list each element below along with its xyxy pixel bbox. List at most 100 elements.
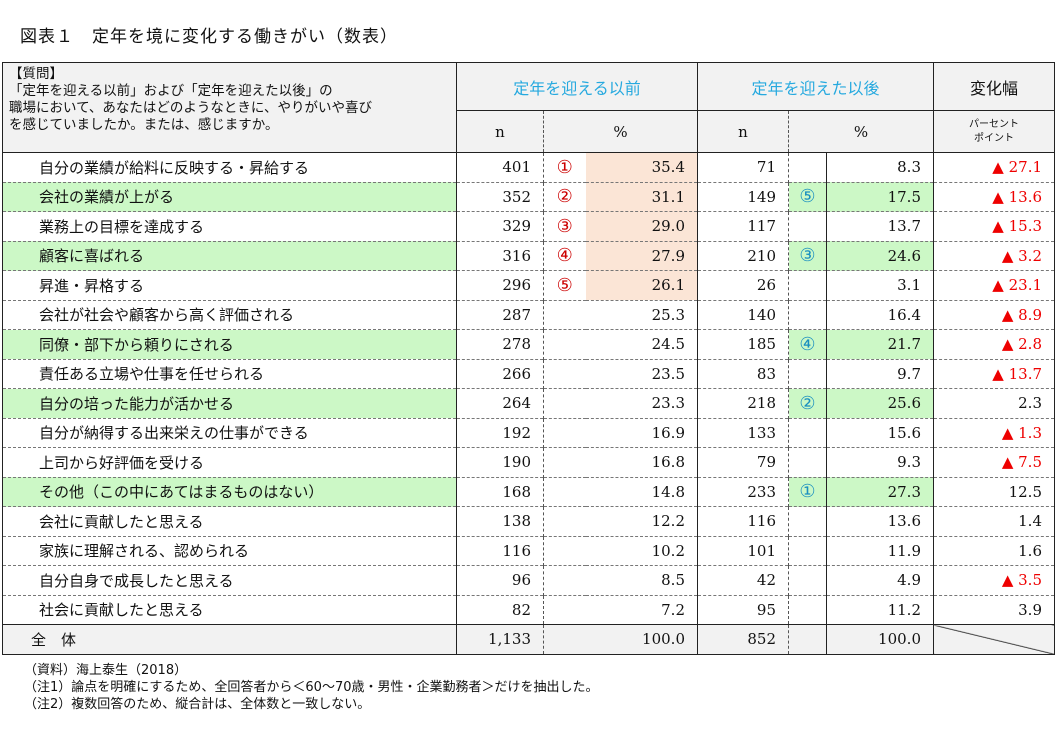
after-pct: 25.6 [826, 388, 934, 418]
table-row: 自分の培った能力が活かせる 264 23.3 218 ② 25.6 2.3 [2, 388, 1055, 418]
after-rank [788, 211, 827, 241]
after-pct: 27.3 [826, 476, 934, 507]
before-pct: 23.5 [585, 358, 698, 389]
item-label: 同僚・部下から頼りにされる [2, 329, 457, 359]
before-pct: 10.2 [585, 535, 698, 566]
before-n: 278 [456, 329, 544, 359]
before-rank: ③ [543, 211, 586, 241]
after-n: 210 [697, 240, 789, 271]
unit-line: ポイント [974, 132, 1014, 144]
after-n: 149 [697, 181, 789, 212]
before-pct: 29.0 [585, 211, 698, 241]
change-value: 12.5 [933, 476, 1055, 507]
table-row: 同僚・部下から頼りにされる 278 24.5 185 ④ 21.7 ▲ 2.8 [2, 329, 1055, 359]
before-n: 296 [456, 270, 544, 300]
item-label: 社会に貢献したと思える [2, 594, 457, 625]
empty-cell [788, 624, 827, 655]
n-header: n [456, 110, 544, 153]
before-header: 定年を迎える以前 [456, 62, 698, 111]
before-rank [543, 594, 586, 625]
after-header: 定年を迎えた以後 [697, 62, 934, 111]
after-n: 83 [697, 358, 789, 389]
before-rank [543, 447, 586, 477]
empty-cell [543, 624, 586, 655]
total-before-pct: 100.0 [585, 624, 698, 655]
after-rank: ② [788, 388, 827, 418]
notes: （資料）海上泰生（2018） （注1）論点を明確にするため、全回答者から＜60～… [24, 662, 599, 713]
item-label: 会社に貢献したと思える [2, 506, 457, 536]
change-value: 1.4 [933, 506, 1055, 536]
item-label: 自分の培った能力が活かせる [2, 388, 457, 418]
after-n: 117 [697, 211, 789, 241]
table-row: 自分の業績が給料に反映する・昇給する 401 ① 35.4 71 8.3 ▲ 27.1 [2, 152, 1055, 182]
after-n: 95 [697, 594, 789, 625]
change-value: ▲ 13.6 [933, 181, 1055, 212]
after-pct: 9.3 [826, 447, 934, 477]
change-value: ▲ 27.1 [933, 152, 1055, 182]
before-pct: 26.1 [585, 270, 698, 300]
pct-header: % [788, 110, 934, 153]
item-label: 自分の業績が給料に反映する・昇給する [2, 152, 457, 182]
before-n: 116 [456, 535, 544, 566]
item-label: 顧客に喜ばれる [2, 240, 457, 271]
table-row: 顧客に喜ばれる 316 ④ 27.9 210 ③ 24.6 ▲ 3.2 [2, 240, 1055, 271]
change-value: ▲ 3.5 [933, 565, 1055, 595]
before-n: 190 [456, 447, 544, 477]
after-n: 133 [697, 417, 789, 448]
diagonal-cell [933, 624, 1055, 655]
table-row: その他（この中にあてはまるものはない） 168 14.8 233 ① 27.3 12.5 [2, 476, 1055, 507]
after-n: 233 [697, 476, 789, 507]
before-pct: 31.1 [585, 181, 698, 212]
change-value: ▲ 3.2 [933, 240, 1055, 271]
item-label: 会社が社会や顧客から高く評価される [2, 299, 457, 330]
before-rank [543, 506, 586, 536]
table-row: 自分が納得する出来栄えの仕事ができる 192 16.9 133 15.6 ▲ 1.3 [2, 417, 1055, 448]
question-line: を感じていましたか。または、感じますか。 [9, 117, 279, 133]
before-pct: 35.4 [585, 152, 698, 182]
change-value: ▲ 2.8 [933, 329, 1055, 359]
after-rank [788, 299, 827, 330]
before-rank: ② [543, 181, 586, 212]
change-value: ▲ 8.9 [933, 299, 1055, 330]
table-row: 昇進・昇格する 296 ⑤ 26.1 26 3.1 ▲ 23.1 [2, 270, 1055, 300]
note-source: （資料）海上泰生（2018） [24, 663, 188, 678]
after-pct: 3.1 [826, 270, 934, 300]
before-n: 352 [456, 181, 544, 212]
after-pct: 4.9 [826, 565, 934, 595]
item-label: 業務上の目標を達成する [2, 211, 457, 241]
after-rank [788, 535, 827, 566]
change-value: ▲ 15.3 [933, 211, 1055, 241]
change-value: 3.9 [933, 594, 1055, 625]
after-n: 101 [697, 535, 789, 566]
before-n: 168 [456, 476, 544, 507]
before-n: 264 [456, 388, 544, 418]
after-pct: 17.5 [826, 181, 934, 212]
total-before-n: 1,133 [456, 624, 544, 655]
before-rank [543, 329, 586, 359]
table-row: 上司から好評価を受ける 190 16.8 79 9.3 ▲ 7.5 [2, 447, 1055, 477]
item-label: 昇進・昇格する [2, 270, 457, 300]
table-row: 責任ある立場や仕事を任せられる 266 23.5 83 9.7 ▲ 13.7 [2, 358, 1055, 389]
change-value: ▲ 13.7 [933, 358, 1055, 389]
item-label: 会社の業績が上がる [2, 181, 457, 212]
item-label: 自分が納得する出来栄えの仕事ができる [2, 417, 457, 448]
before-rank [543, 476, 586, 507]
after-pct: 9.7 [826, 358, 934, 389]
unit-line: パーセント [969, 118, 1019, 130]
total-label: 全 体 [2, 624, 457, 655]
after-n: 116 [697, 506, 789, 536]
before-pct: 7.2 [585, 594, 698, 625]
before-rank: ④ [543, 240, 586, 271]
after-pct: 21.7 [826, 329, 934, 359]
table-row: 会社が社会や顧客から高く評価される 287 25.3 140 16.4 ▲ 8.9 [2, 299, 1055, 330]
item-label: 家族に理解される、認められる [2, 535, 457, 566]
after-rank [788, 417, 827, 448]
change-value: 2.3 [933, 388, 1055, 418]
after-n: 26 [697, 270, 789, 300]
total-row: 全 体 1,133 100.0 852 100.0 [2, 624, 1055, 655]
before-pct: 12.2 [585, 506, 698, 536]
unit-header: パーセント ポイント [933, 110, 1055, 153]
after-pct: 11.2 [826, 594, 934, 625]
after-pct: 11.9 [826, 535, 934, 566]
before-pct: 23.3 [585, 388, 698, 418]
